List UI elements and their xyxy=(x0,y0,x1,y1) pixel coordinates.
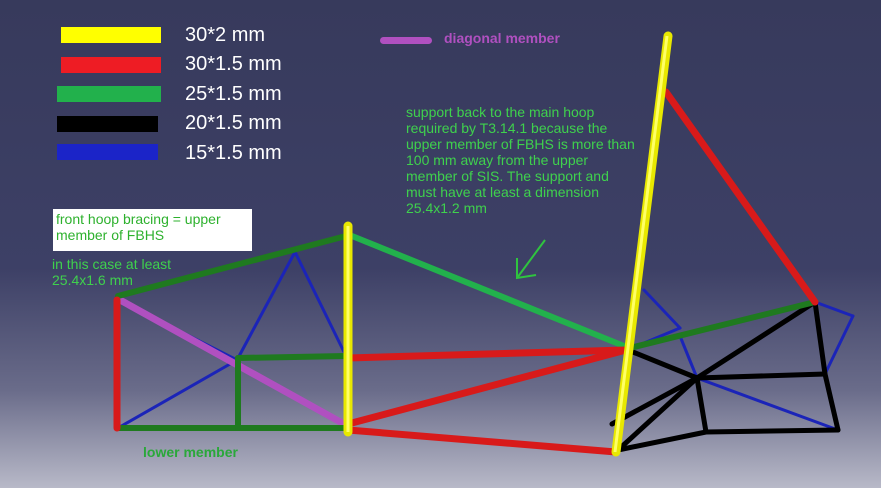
diagonal-legend-swatch xyxy=(380,37,432,44)
legend-swatch-green xyxy=(57,86,161,102)
legend-label: 30*1.5 mm xyxy=(185,53,282,75)
green-tube xyxy=(627,299,818,351)
red-tube xyxy=(662,88,819,306)
black-tube xyxy=(625,347,700,381)
diagonal-legend-label: diagonal member xyxy=(444,30,560,46)
support-note: support back to the main hoop required b… xyxy=(406,104,635,216)
legend-label: 20*1.5 mm xyxy=(185,112,282,134)
black-tube xyxy=(609,375,700,427)
blue-tube xyxy=(695,376,840,432)
black-tube xyxy=(703,427,841,435)
black-tube xyxy=(615,375,700,453)
red-tube xyxy=(344,346,630,428)
blue-members xyxy=(116,250,855,432)
legend-swatch-black xyxy=(57,116,158,132)
blue-tube xyxy=(235,250,297,362)
red-tube xyxy=(344,346,630,362)
blue-tube xyxy=(813,300,855,318)
arrow-icon xyxy=(516,239,546,280)
legend-label: 15*1.5 mm xyxy=(185,142,282,164)
diagonal-member-tube xyxy=(116,296,348,428)
legend-swatch-red xyxy=(61,57,161,73)
black-tube xyxy=(615,429,709,453)
black-tube xyxy=(694,371,828,381)
blue-tube xyxy=(678,334,699,380)
support-back-tube xyxy=(349,233,627,349)
blue-tube xyxy=(823,314,855,376)
black-tube xyxy=(822,371,841,433)
black-tube xyxy=(694,375,709,435)
blue-tube xyxy=(116,358,239,430)
legend-swatch-yellow xyxy=(61,27,161,43)
blue-tube xyxy=(642,288,682,330)
minimum-dimension-note: in this case at least 25.4x1.6 mm xyxy=(52,256,172,288)
main-hoop-highlight xyxy=(613,35,669,453)
black-tube xyxy=(812,299,828,377)
green-tube xyxy=(115,233,349,299)
green-tube xyxy=(235,353,349,361)
blue-tube xyxy=(293,250,348,358)
green-members xyxy=(115,233,818,431)
black-tube xyxy=(694,299,818,381)
black-members xyxy=(609,299,841,453)
yellow-members xyxy=(343,31,673,457)
legend-label: 30*2 mm xyxy=(185,24,266,46)
front-hoop-note: front hoop bracing = upper member of FBH… xyxy=(53,209,252,251)
red-tube xyxy=(344,426,620,456)
lower-member-label: lower member xyxy=(143,444,238,460)
red-members xyxy=(113,88,819,456)
legend-label: 25*1.5 mm xyxy=(185,83,282,105)
legend-swatch-blue xyxy=(57,144,158,160)
